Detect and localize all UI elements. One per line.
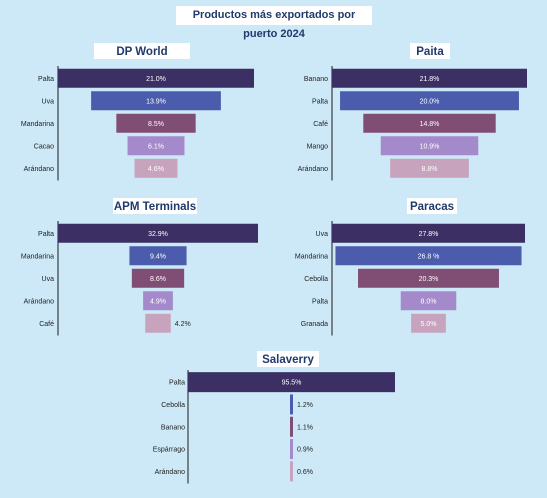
category-label: Arándano — [155, 469, 185, 476]
funnel-bar — [290, 439, 293, 460]
category-label: Espárrago — [153, 447, 185, 454]
category-label: Palta — [312, 298, 328, 305]
category-label: Mandarina — [21, 253, 54, 260]
value-label: 8.0% — [421, 298, 437, 305]
funnel-bar — [340, 91, 519, 111]
value-label: 20.3% — [419, 276, 439, 283]
funnel-bar — [91, 91, 221, 111]
category-label: Banano — [161, 424, 185, 431]
panel-title: Paita — [416, 46, 444, 58]
category-label: Palta — [38, 231, 54, 238]
category-label: Palta — [38, 76, 54, 83]
funnel-bar — [335, 246, 522, 266]
value-label: 27.8% — [419, 231, 439, 238]
value-label: 13.9% — [146, 98, 166, 105]
panel-2: APM Terminals Palta 32.9% Mandarina 9.4% Uva 8… — [21, 198, 258, 336]
category-label: Cebolla — [161, 402, 185, 409]
value-label: 10.9% — [420, 143, 440, 150]
category-label: Arándano — [24, 298, 54, 305]
funnel-bar — [332, 68, 527, 88]
panel-0: DP World Palta 21.0% Uva 13.9% Mandarina 8.5% C… — [21, 43, 254, 181]
value-label: 0.9% — [297, 447, 313, 454]
panel-title-box — [113, 198, 197, 214]
value-label: 32.9% — [148, 231, 168, 238]
funnel-bar — [127, 136, 185, 156]
funnel-bar — [358, 268, 499, 288]
value-label: 21.8% — [420, 76, 440, 83]
category-label: Granada — [301, 321, 328, 328]
panel-3: Paracas Uva 27.8% Mandarina 26.8 % Cebolla 20.… — [295, 198, 525, 336]
funnel-bar — [143, 291, 173, 311]
panel-title: DP World — [116, 46, 167, 58]
funnel-bar — [116, 113, 196, 133]
value-label: 4.6% — [148, 166, 164, 173]
value-label: 5.0% — [421, 321, 437, 328]
funnel-bar — [58, 68, 254, 88]
funnel-bar — [58, 223, 258, 243]
panel-4: Salaverry Palta 95.5% Cebolla 1.2% Banano 1.1%… — [153, 351, 395, 484]
panel-title: APM Terminals — [114, 201, 196, 213]
panel-title: Salaverry — [262, 354, 314, 366]
value-label: 4.9% — [150, 298, 166, 305]
value-label: 1.2% — [297, 402, 313, 409]
value-label: 8.8% — [422, 166, 438, 173]
panel-title-box — [94, 43, 190, 59]
funnel-bar — [145, 313, 171, 333]
funnel-bar — [131, 268, 185, 288]
category-label: Arándano — [24, 166, 54, 173]
value-label: 8.5% — [148, 121, 164, 128]
panel-title: Paracas — [410, 201, 454, 213]
value-label: 14.8% — [420, 121, 440, 128]
value-label: 26.8 % — [418, 253, 440, 260]
value-label: 6.1% — [148, 143, 164, 150]
category-label: Uva — [316, 231, 329, 238]
value-label: 8.6% — [150, 276, 166, 283]
funnel-bar — [380, 136, 479, 156]
panel-title-box — [410, 43, 450, 59]
value-label: 95.5% — [282, 380, 302, 387]
category-label: Cebolla — [304, 276, 328, 283]
funnel-bar — [290, 416, 293, 437]
funnel-bar — [411, 313, 446, 333]
value-label: 21.0% — [146, 76, 166, 83]
value-label: 1.1% — [297, 424, 313, 431]
funnel-bar — [129, 246, 187, 266]
funnel-bar — [332, 223, 525, 243]
category-label: Café — [313, 121, 328, 128]
category-label: Mandarina — [21, 121, 54, 128]
funnel-bar — [188, 372, 395, 393]
category-label: Café — [39, 321, 54, 328]
category-label: Uva — [42, 98, 55, 105]
funnel-bar — [290, 461, 293, 482]
funnel-bar — [134, 158, 178, 178]
panel-1: Paita Banano 21.8% Palta 20.0% Café 14.8% Mango… — [298, 43, 527, 181]
panel-title-box — [407, 198, 457, 214]
category-label: Mango — [307, 143, 329, 150]
category-label: Banano — [304, 76, 328, 83]
panel-title-box — [257, 351, 319, 367]
funnel-bar — [390, 158, 469, 178]
funnel-bar — [290, 394, 293, 415]
value-label: 4.2% — [175, 321, 191, 328]
category-label: Uva — [42, 276, 55, 283]
value-label: 0.6% — [297, 469, 313, 476]
category-label: Palta — [312, 98, 328, 105]
category-label: Arándano — [298, 166, 328, 173]
funnel-bar — [400, 291, 457, 311]
value-label: 20.0% — [420, 98, 440, 105]
chart-main-title: Productos más exportados por puerto 2024 — [176, 6, 372, 40]
category-label: Mandarina — [295, 253, 328, 260]
funnel-bar — [363, 113, 496, 133]
value-label: 9.4% — [150, 253, 166, 260]
category-label: Cacao — [34, 143, 54, 150]
category-label: Palta — [169, 380, 185, 387]
